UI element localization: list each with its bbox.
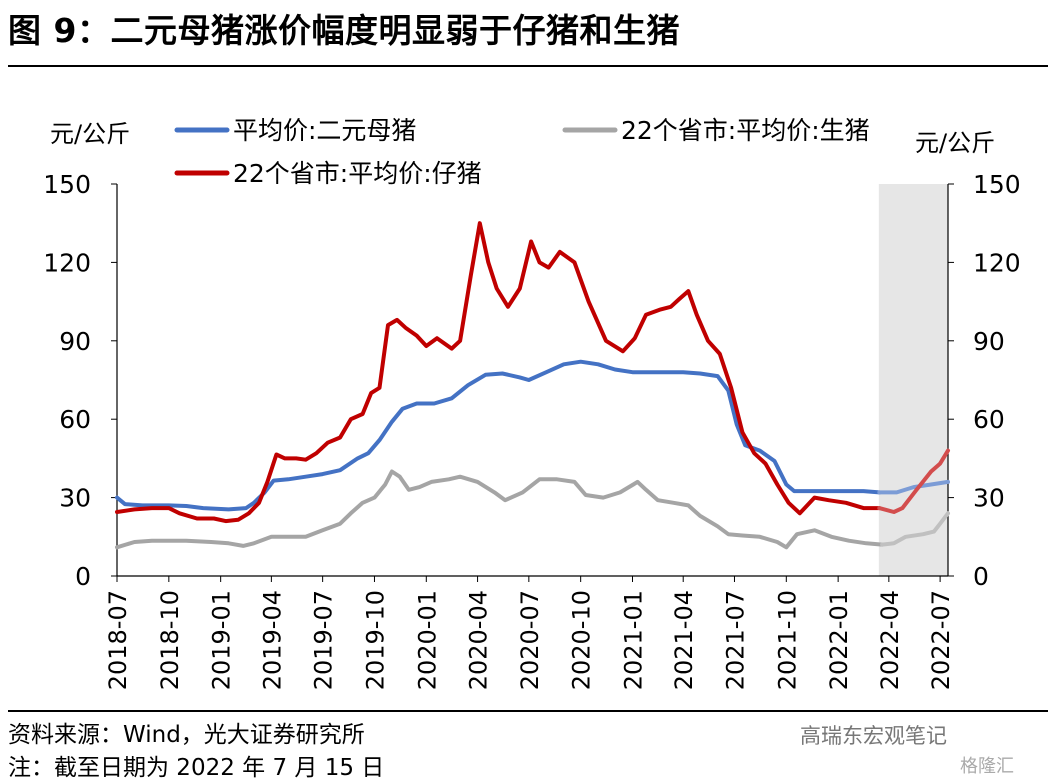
y-tick-label-left: 120 xyxy=(43,248,91,277)
x-tick-label: 2019-01 xyxy=(208,590,236,690)
x-tick-label: 2022-01 xyxy=(825,590,853,690)
x-tick-label: 2022-07 xyxy=(927,590,955,690)
series-line-1 xyxy=(115,469,885,550)
series-line-recent-1 xyxy=(880,511,950,547)
x-tick-label: 2020-01 xyxy=(413,590,441,690)
x-tick-label: 2021-07 xyxy=(721,590,749,690)
x-tick-label: 2022-04 xyxy=(876,590,904,690)
highlight-band xyxy=(878,184,948,576)
x-tick-label: 2019-07 xyxy=(310,590,338,690)
x-tick-label: 2021-01 xyxy=(620,590,648,690)
line-chart: 0 0 30 30 60 60 90 90 120 120 150 150 2018-07 2018-10… xyxy=(43,116,1020,690)
y-tick-label-right: 150 xyxy=(973,170,1021,199)
legend: 平均价:二元母猪 22个省市:平均价:生猪 22个省市:平均价:仔猪 xyxy=(174,116,870,188)
legend-label-0: 平均价:二元母猪 xyxy=(233,116,416,145)
y-tick-label-left: 30 xyxy=(59,484,91,513)
x-tick-label: 2019-10 xyxy=(361,590,389,690)
bottom-divider xyxy=(8,710,1048,712)
x-tick-label: 2020-04 xyxy=(465,590,493,690)
y-tick-label-left: 90 xyxy=(59,327,91,356)
legend-label-2: 22个省市:平均价:仔猪 xyxy=(233,159,482,188)
y-tick-label-right: 30 xyxy=(973,484,1005,513)
y-tick-label-left: 0 xyxy=(75,562,91,591)
x-tick-label: 2018-07 xyxy=(104,590,132,690)
legend-label-1: 22个省市:平均价:生猪 xyxy=(621,116,870,145)
series-line-recent-0 xyxy=(877,479,950,495)
top-divider xyxy=(8,65,1048,67)
x-tick-label: 2018-10 xyxy=(156,590,184,690)
series-line-recent-2 xyxy=(877,448,950,514)
x-tick-label: 2021-10 xyxy=(773,590,801,690)
x-tick-label: 2020-07 xyxy=(516,590,544,690)
y-axis-label-right: 元/公斤 xyxy=(915,129,995,157)
series-lines xyxy=(115,221,950,550)
axes: 0 0 30 30 60 60 90 90 120 120 150 150 2018-07 2018-10… xyxy=(43,170,1020,690)
x-tick-label: 2020-10 xyxy=(568,590,596,690)
y-tick-label-right: 120 xyxy=(973,248,1021,277)
source-note: 资料来源：Wind，光大证券研究所 xyxy=(8,722,365,748)
watermark-secondary: 格隆汇 xyxy=(960,756,1014,777)
watermark: 高瑞东宏观笔记 xyxy=(800,724,947,748)
chart-title: 图 9：二元母猪涨价幅度明显弱于仔猪和生猪 xyxy=(8,11,680,50)
y-tick-label-left: 150 xyxy=(43,170,91,199)
series-line-0 xyxy=(115,359,882,512)
date-note: 注：截至日期为 2022 年 7 月 15 日 xyxy=(8,755,385,781)
series-line-2 xyxy=(115,221,882,524)
x-tick-label: 2021-04 xyxy=(670,590,698,690)
y-tick-label-right: 60 xyxy=(973,405,1005,434)
y-tick-label-right: 0 xyxy=(973,562,989,591)
y-axis-label-left: 元/公斤 xyxy=(50,120,130,148)
y-tick-label-left: 60 xyxy=(59,405,91,434)
y-tick-label-right: 90 xyxy=(973,327,1005,356)
x-tick-label: 2019-04 xyxy=(258,590,286,690)
